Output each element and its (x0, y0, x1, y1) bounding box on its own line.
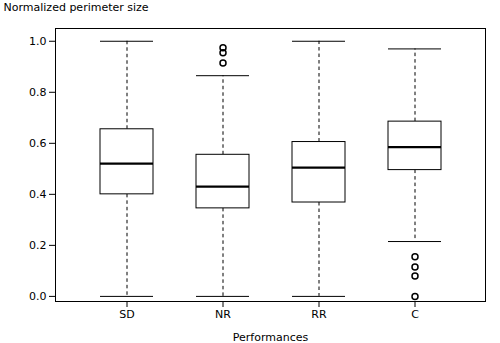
svg-text:SD: SD (119, 308, 134, 321)
svg-text:1.0: 1.0 (29, 35, 47, 48)
svg-text:RR: RR (311, 308, 327, 321)
svg-text:C: C (411, 308, 419, 321)
svg-text:0.4: 0.4 (29, 188, 47, 201)
svg-text:Normalized perimeter size: Normalized perimeter size (4, 1, 149, 14)
svg-text:0.6: 0.6 (29, 137, 47, 150)
svg-text:Performances: Performances (233, 331, 309, 343)
svg-text:0.2: 0.2 (29, 239, 47, 252)
svg-text:0.8: 0.8 (29, 86, 47, 99)
svg-text:NR: NR (215, 308, 231, 321)
svg-text:0.0: 0.0 (29, 290, 47, 303)
